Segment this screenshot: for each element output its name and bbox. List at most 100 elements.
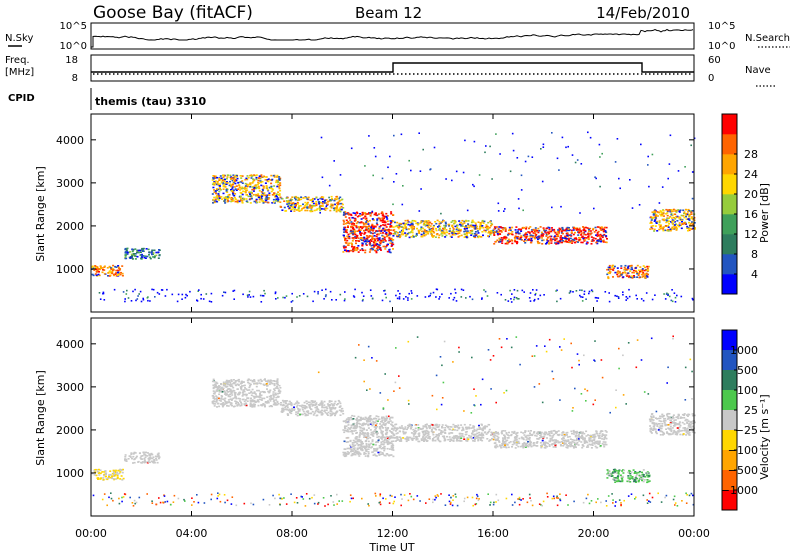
echo-cell [438,435,440,437]
echo-cell [213,380,216,383]
echo-cell [390,226,393,228]
echo-cell [94,265,97,267]
echo-cell [140,256,143,258]
echo-cell [99,472,102,475]
echo-cell [509,228,512,230]
echo-cell [402,227,405,230]
echo-cell [675,226,678,228]
echo-cell [262,189,264,192]
echo-cell [273,194,276,196]
echo-cell [353,224,356,227]
echo-cell [276,197,279,199]
echo-cell [356,452,359,454]
echo-cell [305,413,308,416]
echo-noise-cell [296,502,299,504]
echo-cell [249,202,252,204]
echo-cell [568,227,570,229]
echo-cell [296,404,299,406]
echo-cell [214,198,217,201]
echo-cell [570,229,573,232]
echo-cell [277,199,279,202]
echo-cell [247,195,250,198]
echo-cell [635,270,638,273]
echo-cell [622,276,625,278]
echo-cell [481,231,484,233]
echo-cell [257,179,260,182]
echo-cell [463,236,466,238]
echo-cell [98,474,101,476]
echo-cell [564,229,566,231]
echo-cell [118,472,121,475]
echo-cell [233,381,236,384]
echo-cell [285,405,287,407]
echo-cell [279,184,282,187]
echo-cell [674,213,677,216]
echo-cell [116,471,118,474]
echo-cell [382,422,385,424]
echo-cell [289,403,292,405]
echo-cell [354,233,357,236]
echo-cell [382,227,385,230]
echo-cell [230,177,233,179]
echo-noise-cell [382,497,384,500]
echo-cell [152,252,155,254]
echo-cell [113,474,116,477]
echo-cell [693,222,696,224]
echo-cell [369,437,372,439]
echo-cell [479,439,482,441]
echo-cell [143,457,146,460]
echo-cell [600,229,603,231]
echo-cell [214,391,217,393]
echo-cell [395,439,398,441]
echo-cell [222,185,225,188]
echo-noise-cell [569,290,572,293]
echo-cell [309,199,312,201]
echo-cell [526,239,529,241]
echo-noise-cell [520,189,523,191]
echo-noise-cell [495,133,497,135]
echo-cell [573,239,576,241]
echo-cell [401,427,404,429]
echo-cell [367,455,370,457]
echo-cell [359,439,362,442]
echo-cell [617,270,620,272]
echo-cell [250,177,253,179]
echo-cell [222,398,225,400]
echo-cell [557,242,560,245]
echo-cell [352,232,354,235]
echo-cell [297,402,300,404]
echo-cell [290,402,293,404]
echo-cell [533,229,536,232]
echo-cell [321,205,324,207]
echo-cell [617,275,620,278]
echo-cell [233,196,236,199]
echo-cell [220,395,223,397]
echo-cell [338,197,340,200]
echo-cell [269,179,272,181]
echo-noise-cell [324,505,326,507]
echo-noise-cell [556,504,559,507]
echo-cell [520,228,523,231]
echo-noise-cell [282,296,284,299]
echo-cell [492,435,495,438]
echo-cell [212,403,215,405]
echo-cell [365,235,368,237]
echo-cell [660,211,663,214]
echo-cell [364,212,367,214]
echo-cell [311,410,314,413]
echo-cell [315,196,318,199]
echo-cell [222,183,225,185]
echo-cell [390,445,393,447]
echo-cell [334,400,337,403]
echo-cell [605,241,608,244]
echo-cell [336,209,338,211]
echo-cell [475,429,478,432]
echo-cell [360,430,363,433]
echo-cell [668,209,671,211]
echo-cell [418,435,421,438]
echo-noise-cell [193,501,195,503]
echo-noise-cell [489,145,491,148]
echo-cell [363,423,366,426]
nave-label: Nave [745,65,771,76]
echo-cell [472,224,475,227]
